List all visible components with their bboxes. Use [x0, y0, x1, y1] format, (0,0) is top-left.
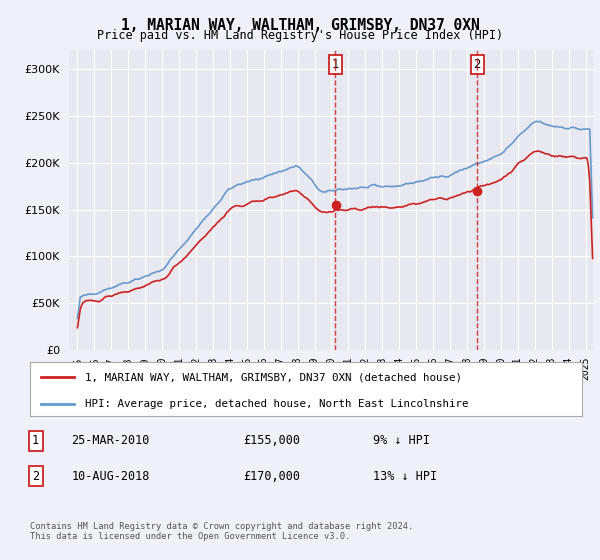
Text: 13% ↓ HPI: 13% ↓ HPI — [373, 470, 437, 483]
Text: 9% ↓ HPI: 9% ↓ HPI — [373, 435, 430, 447]
Text: 1, MARIAN WAY, WALTHAM, GRIMSBY, DN37 0XN (detached house): 1, MARIAN WAY, WALTHAM, GRIMSBY, DN37 0X… — [85, 372, 462, 382]
Text: £155,000: £155,000 — [244, 435, 301, 447]
Text: 1: 1 — [32, 435, 39, 447]
Text: 25-MAR-2010: 25-MAR-2010 — [71, 435, 150, 447]
Text: 2: 2 — [32, 470, 39, 483]
Text: 2: 2 — [473, 58, 481, 71]
Text: 1, MARIAN WAY, WALTHAM, GRIMSBY, DN37 0XN: 1, MARIAN WAY, WALTHAM, GRIMSBY, DN37 0X… — [121, 18, 479, 33]
Text: 10-AUG-2018: 10-AUG-2018 — [71, 470, 150, 483]
Text: £170,000: £170,000 — [244, 470, 301, 483]
Text: HPI: Average price, detached house, North East Lincolnshire: HPI: Average price, detached house, Nort… — [85, 399, 469, 409]
Text: Contains HM Land Registry data © Crown copyright and database right 2024.
This d: Contains HM Land Registry data © Crown c… — [30, 522, 413, 542]
Text: Price paid vs. HM Land Registry's House Price Index (HPI): Price paid vs. HM Land Registry's House … — [97, 29, 503, 42]
Text: 1: 1 — [332, 58, 339, 71]
